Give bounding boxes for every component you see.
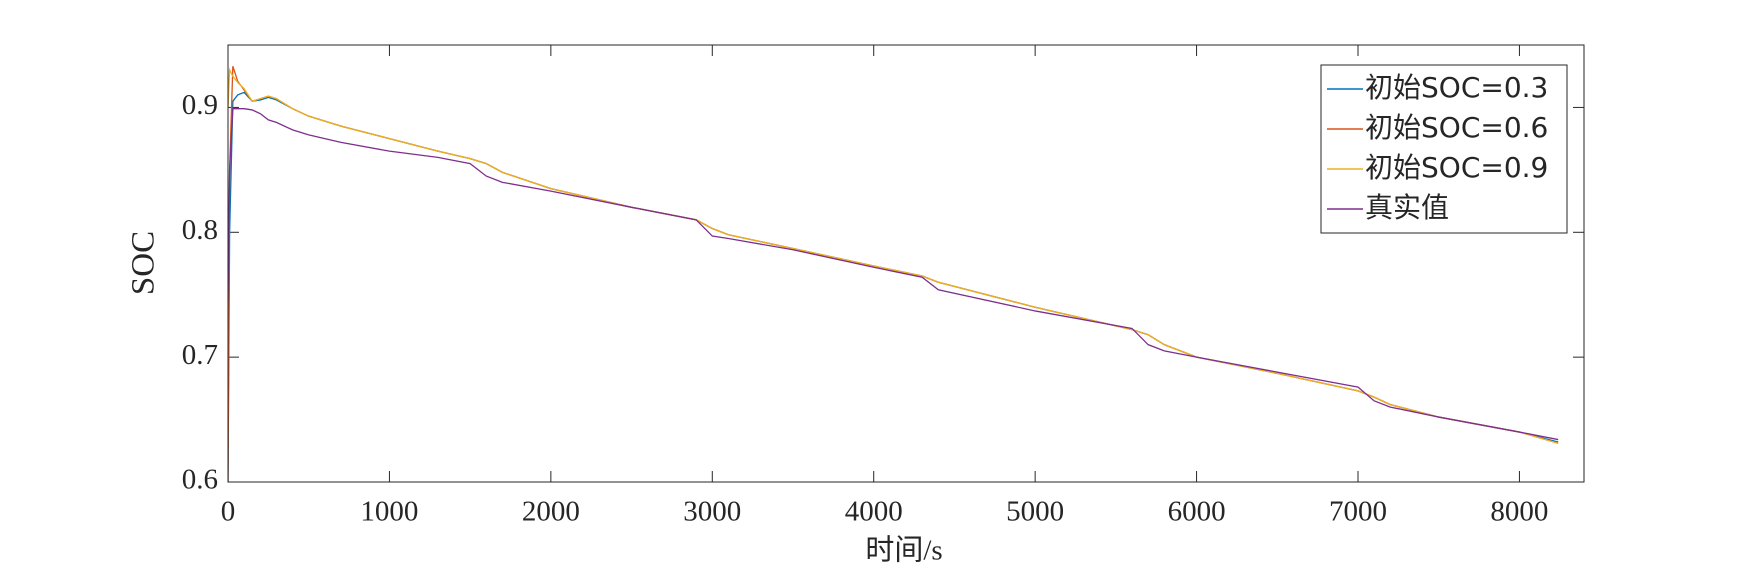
legend-label: 初始SOC=0.9	[1365, 151, 1548, 184]
y-tick-label: 0.6	[182, 464, 218, 496]
x-tick-label: 4000	[845, 496, 903, 528]
legend-label: 初始SOC=0.3	[1365, 71, 1548, 104]
x-tick-label: 1000	[360, 496, 418, 528]
series-group	[228, 66, 1559, 482]
x-tick-label: 0	[221, 496, 236, 528]
axes-box	[227, 44, 1585, 483]
y-tick-label: 0.8	[182, 214, 218, 246]
y-tick-label: 0.7	[182, 339, 218, 371]
y-axis-label: SOC	[126, 231, 162, 295]
x-tick-label: 5000	[1006, 496, 1064, 528]
x-tick-label: 6000	[1168, 496, 1226, 528]
legend-label: 真实值	[1365, 191, 1449, 224]
legend-label: 初始SOC=0.6	[1365, 111, 1548, 144]
x-tick-label: 7000	[1329, 496, 1387, 528]
x-tick-label: 3000	[683, 496, 741, 528]
x-tick-label: 2000	[522, 496, 580, 528]
x-tick-label: 8000	[1490, 496, 1548, 528]
series-line	[228, 108, 1559, 441]
legend-box	[1320, 64, 1568, 234]
y-tick-label: 0.9	[182, 89, 218, 121]
x-axis-label: 时间/s	[865, 534, 942, 567]
